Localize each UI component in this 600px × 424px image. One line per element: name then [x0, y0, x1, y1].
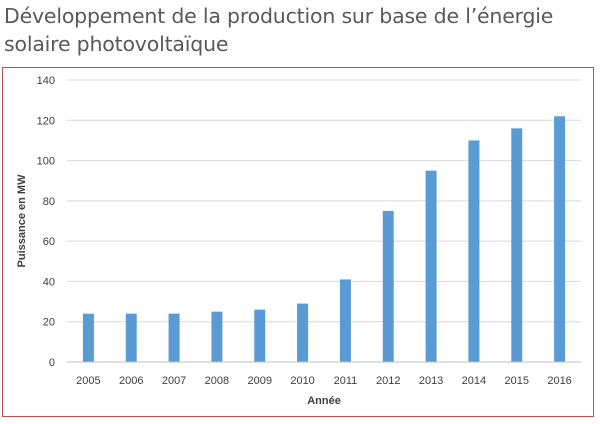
x-tick-label: 2016 [547, 375, 571, 387]
x-tick-label: 2012 [376, 375, 400, 387]
gridlines [67, 79, 581, 323]
bar-2013 [425, 170, 437, 362]
y-tick-label: 60 [43, 236, 55, 248]
bar-2016 [554, 116, 566, 362]
bar-2015 [511, 128, 523, 362]
x-tick-label: 2008 [205, 375, 229, 387]
bar-2009 [254, 309, 266, 362]
y-axis-title: Puissance en MW [16, 174, 28, 268]
chart-frame: 0 20 40 60 80 100 120 140 2005 2006 2007 2008 2009 2… [2, 67, 594, 417]
bar-2008 [211, 311, 223, 362]
x-tick-label: 2009 [248, 375, 272, 387]
x-axis-title: Année [307, 395, 341, 407]
x-tick-label: 2010 [290, 375, 314, 387]
bar-2011 [339, 279, 351, 362]
bar-2014 [468, 140, 480, 362]
y-tick-label: 120 [37, 115, 55, 127]
y-tick-label: 0 [49, 357, 55, 369]
x-tick-label: 2013 [419, 375, 443, 387]
bar-2006 [125, 313, 137, 362]
x-axis-ticks: 2005 2006 2007 2008 2009 2010 2011 2012 2013 2014… [76, 375, 572, 387]
bar-2007 [168, 313, 180, 362]
x-tick-label: 2011 [334, 375, 358, 387]
page-title: Développement de la production sur base … [4, 4, 554, 56]
x-tick-label: 2007 [162, 375, 186, 387]
y-tick-label: 100 [37, 156, 55, 168]
bars [82, 116, 566, 362]
x-tick-label: 2005 [76, 375, 100, 387]
bar-2010 [297, 303, 309, 362]
x-tick-label: 2014 [462, 375, 486, 387]
x-tick-label: 2015 [505, 375, 529, 387]
x-tick-label: 2006 [119, 375, 143, 387]
y-tick-label: 20 [43, 317, 55, 329]
y-tick-label: 40 [43, 276, 55, 288]
y-tick-label: 80 [43, 196, 55, 208]
bar-2005 [82, 313, 94, 362]
bar-2012 [382, 210, 394, 362]
y-axis-ticks: 0 20 40 60 80 100 120 140 [37, 75, 55, 369]
y-tick-label: 140 [37, 75, 55, 87]
